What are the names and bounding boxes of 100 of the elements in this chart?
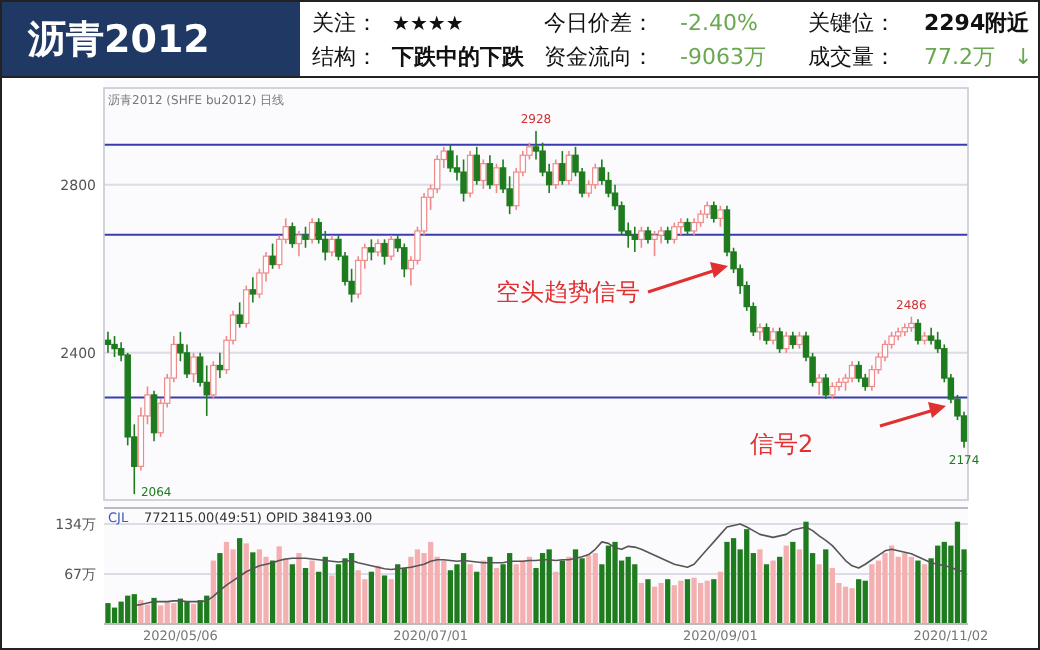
bar [138, 600, 144, 624]
candlestick [111, 335, 118, 358]
candlestick [190, 352, 197, 384]
candlestick [387, 234, 395, 262]
candlestick [466, 150, 474, 199]
text: 结构： [312, 44, 378, 70]
bar [414, 549, 421, 624]
bar [902, 553, 908, 624]
bar [941, 541, 947, 624]
candlestick [651, 230, 658, 257]
bar [915, 560, 921, 624]
candlestick [671, 221, 678, 245]
candlestick [308, 217, 316, 245]
bar [888, 545, 895, 624]
candlestick [368, 238, 375, 262]
text: 关键位： [808, 10, 896, 36]
candlestick [210, 360, 217, 400]
bar [289, 564, 295, 624]
bar [507, 553, 513, 624]
bar [269, 560, 276, 624]
candlestick [848, 360, 856, 384]
bar [395, 564, 401, 624]
candlestick [473, 146, 480, 186]
bar [171, 603, 177, 624]
bar [803, 521, 809, 624]
bar [329, 575, 335, 624]
candlestick [289, 221, 296, 249]
bar [388, 579, 394, 624]
candlestick [552, 158, 559, 190]
bar [309, 560, 315, 624]
bar [487, 556, 493, 624]
bar [691, 577, 697, 624]
bar [210, 560, 216, 624]
bar [296, 553, 302, 624]
bar [770, 560, 776, 624]
candlestick [236, 301, 243, 329]
bar [645, 579, 651, 624]
text: 资金流向： [544, 44, 654, 70]
text: ★★★★ [392, 14, 464, 36]
candlestick [328, 234, 336, 257]
bar [546, 549, 552, 624]
bar [217, 553, 223, 624]
bar [790, 541, 796, 624]
bar [151, 597, 157, 624]
bar [559, 560, 565, 624]
bar [612, 541, 618, 624]
text: 77.2万 [924, 44, 995, 70]
bar [441, 560, 447, 624]
candlestick [269, 242, 276, 270]
bar [823, 549, 829, 624]
bar [223, 541, 230, 624]
bar [829, 568, 835, 624]
candlestick [295, 230, 303, 257]
bar [698, 582, 704, 624]
text: 下跌中的下跌 [390, 44, 526, 70]
bar [665, 579, 671, 624]
bar [671, 585, 677, 624]
candlestick [592, 162, 599, 190]
bar [335, 564, 342, 624]
candlestick [249, 276, 257, 304]
candlestick [565, 150, 573, 186]
bar [158, 605, 164, 624]
text: 关注： [312, 10, 378, 36]
candlestick [381, 238, 388, 266]
bar [935, 545, 941, 624]
text: -2.40% [680, 10, 758, 36]
bar [783, 545, 789, 624]
bar [526, 556, 533, 624]
bar [428, 541, 434, 624]
bar [763, 564, 770, 624]
bar [381, 575, 388, 624]
bar [230, 549, 236, 624]
bar [302, 568, 309, 624]
bar [592, 553, 598, 624]
bar [678, 580, 684, 624]
candlestick [243, 284, 250, 329]
bar [816, 564, 822, 624]
candlestick [717, 204, 724, 228]
bar [724, 541, 730, 624]
candlestick [710, 200, 718, 224]
candlestick [460, 158, 467, 203]
candlestick [480, 158, 487, 190]
bar [493, 568, 500, 624]
bar [862, 580, 868, 624]
bar [263, 556, 269, 624]
chart-title: 沥青2012 [26, 18, 210, 62]
candlestick [493, 162, 500, 194]
bar [342, 558, 348, 624]
candlestick [401, 242, 408, 278]
candlestick [783, 331, 790, 354]
bar [401, 568, 407, 624]
bar [256, 549, 263, 624]
candlestick [763, 322, 770, 346]
bar [237, 538, 243, 624]
bar [882, 553, 888, 624]
bar [539, 553, 546, 624]
bar [118, 601, 124, 624]
bar [658, 582, 664, 624]
bar [796, 549, 803, 624]
annotation: 信号2 [750, 430, 814, 458]
